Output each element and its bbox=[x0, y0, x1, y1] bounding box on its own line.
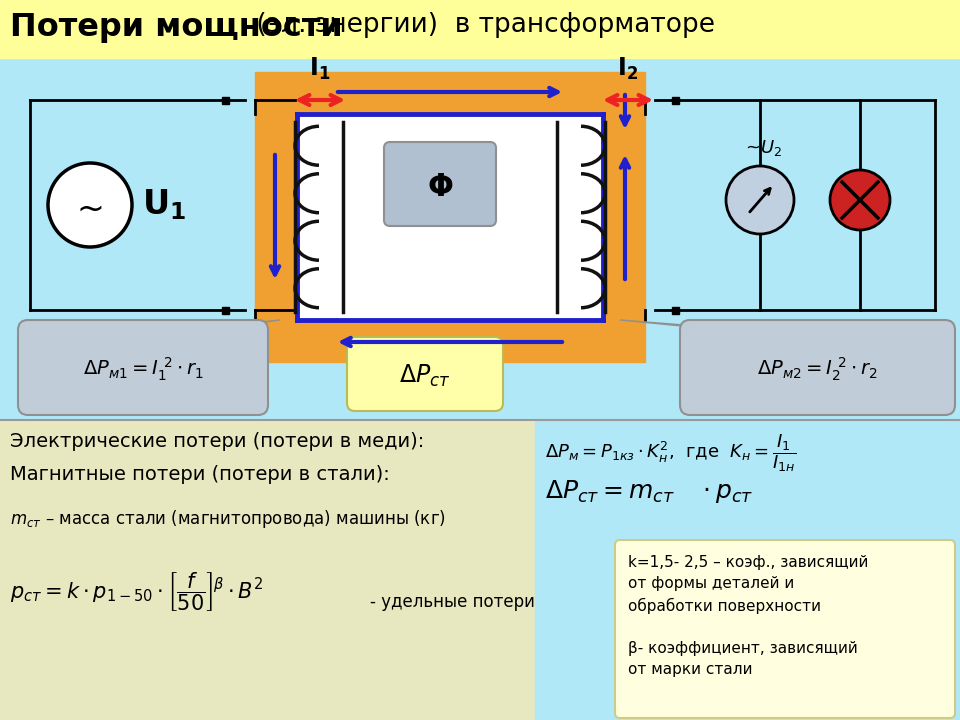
Text: Потери мощности: Потери мощности bbox=[10, 12, 343, 43]
Circle shape bbox=[48, 163, 132, 247]
Text: Магнитные потери (потери в стали):: Магнитные потери (потери в стали): bbox=[10, 465, 390, 484]
Text: $\Delta P_{м1} = I_1^{\ 2} \cdot r_1$: $\Delta P_{м1} = I_1^{\ 2} \cdot r_1$ bbox=[83, 356, 204, 383]
Bar bbox=[0, 420, 535, 720]
Text: $\mathbf{I_1}$: $\mathbf{I_1}$ bbox=[309, 56, 330, 82]
Text: $m_{ст}$ – масса стали (магнитопровода) машины (кг): $m_{ст}$ – масса стали (магнитопровода) … bbox=[10, 508, 445, 530]
Text: ~: ~ bbox=[76, 192, 104, 225]
Polygon shape bbox=[620, 320, 787, 333]
FancyBboxPatch shape bbox=[615, 540, 955, 718]
Bar bbox=[671, 96, 679, 104]
Bar bbox=[222, 96, 228, 104]
Circle shape bbox=[726, 166, 794, 234]
Text: - удельные потери: - удельные потери bbox=[370, 593, 535, 611]
Bar bbox=[0, 0, 960, 58]
Text: $\mathbf{I_2}$: $\mathbf{I_2}$ bbox=[617, 56, 638, 82]
Text: ~$U_2$: ~$U_2$ bbox=[746, 138, 782, 158]
Bar bbox=[222, 307, 228, 313]
Bar bbox=[297, 114, 603, 320]
Text: $\mathbf{U_1}$: $\mathbf{U_1}$ bbox=[142, 188, 186, 222]
Circle shape bbox=[830, 170, 890, 230]
FancyBboxPatch shape bbox=[18, 320, 268, 415]
Text: (эл. энергии)  в трансформаторе: (эл. энергии) в трансформаторе bbox=[248, 12, 715, 38]
Bar bbox=[255, 72, 645, 362]
Text: Φ: Φ bbox=[427, 173, 453, 202]
Polygon shape bbox=[414, 345, 450, 362]
Polygon shape bbox=[155, 320, 280, 333]
Text: $\Delta P_{ст} = m_{ст} \quad \cdot p_{ст}$: $\Delta P_{ст} = m_{ст} \quad \cdot p_{с… bbox=[545, 478, 754, 505]
Text: Электрические потери (потери в меди):: Электрические потери (потери в меди): bbox=[10, 432, 424, 451]
Text: k=1,5- 2,5 – коэф., зависящий
от формы деталей и
обработки поверхности

β- коэфф: k=1,5- 2,5 – коэф., зависящий от формы д… bbox=[628, 555, 869, 677]
FancyBboxPatch shape bbox=[680, 320, 955, 415]
FancyBboxPatch shape bbox=[384, 142, 496, 226]
Text: $\Delta P_{ст}$: $\Delta P_{ст}$ bbox=[399, 363, 451, 389]
Text: $\Delta P_{м2} = I_2^{\ 2} \cdot r_2$: $\Delta P_{м2} = I_2^{\ 2} \cdot r_2$ bbox=[757, 356, 877, 383]
FancyBboxPatch shape bbox=[347, 337, 503, 411]
Bar bbox=[671, 307, 679, 313]
Text: $p_{ст} = k \cdot p_{1-50} \cdot \left[\dfrac{f}{50}\right]^{\!\beta} \cdot B^2$: $p_{ст} = k \cdot p_{1-50} \cdot \left[\… bbox=[10, 570, 264, 613]
Text: $\Delta P_м = P_{1кз} \cdot K_н^2$,  где  $K_н = \dfrac{I_1}{I_{1н}}$: $\Delta P_м = P_{1кз} \cdot K_н^2$, где … bbox=[545, 432, 797, 474]
Bar bbox=[535, 420, 960, 720]
